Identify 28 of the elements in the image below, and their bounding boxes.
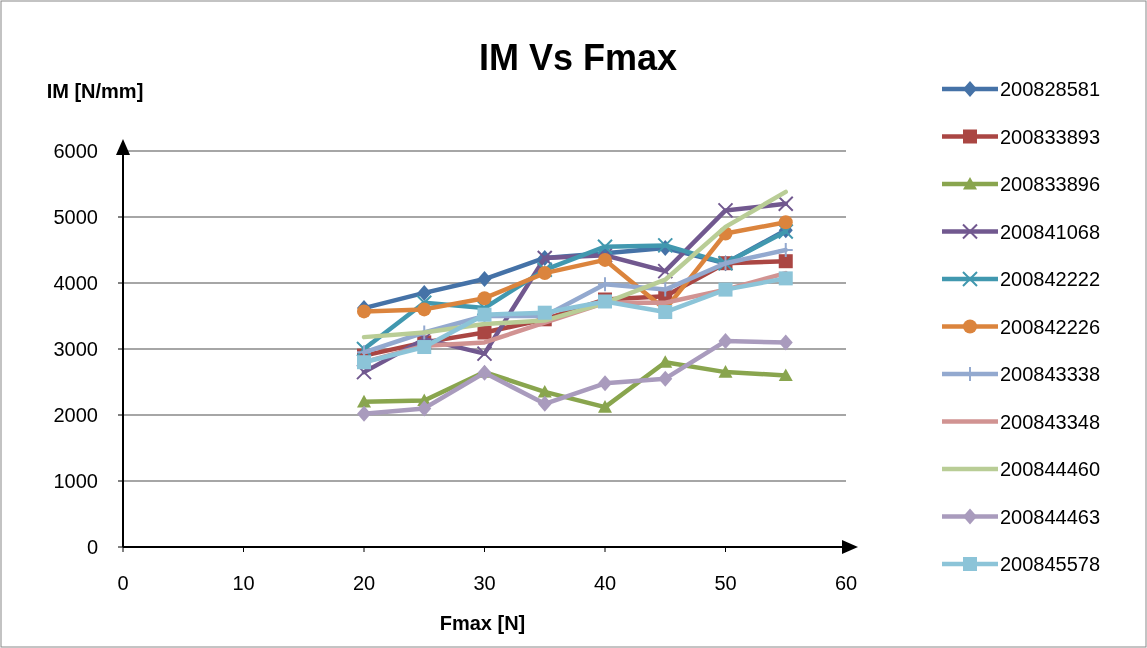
y-tick-label: 2000 [53, 404, 98, 426]
legend-label: 200845578 [1000, 553, 1101, 575]
x-tick-label: 10 [232, 572, 255, 594]
legend-label: 200844460 [1000, 458, 1101, 480]
x-axis-title: Fmax [N] [439, 612, 526, 634]
legend-label: 200842222 [1000, 268, 1101, 290]
chart-title: IM Vs Fmax [478, 37, 678, 78]
legend-label: 200843338 [1000, 363, 1101, 385]
x-tick-label: 60 [834, 572, 858, 594]
y-tick-label: 3000 [53, 338, 98, 360]
y-tick-label: 4000 [53, 272, 98, 294]
legend-label: 200844463 [1000, 505, 1101, 528]
legend-label: 200841068 [1000, 220, 1101, 243]
y-tick-label: 5000 [53, 206, 98, 228]
y-tick-label: 0 [86, 536, 98, 558]
x-tick-label: 40 [593, 572, 617, 594]
legend-label: 200833893 [1000, 125, 1101, 148]
x-tick-label: 50 [714, 572, 737, 594]
legend-label: 200842226 [1000, 315, 1101, 338]
y-tick-label: 1000 [53, 470, 98, 492]
y-axis-title: IM [N/mm] [46, 80, 144, 102]
y-tick-label: 6000 [53, 140, 98, 162]
legend-label: 200833896 [1000, 173, 1101, 195]
x-tick-label: 30 [473, 572, 496, 594]
legend-label: 200828581 [1000, 78, 1101, 100]
x-tick-label: 0 [117, 572, 129, 594]
x-tick-label: 20 [352, 572, 376, 594]
legend-label: 200843348 [1000, 410, 1101, 433]
